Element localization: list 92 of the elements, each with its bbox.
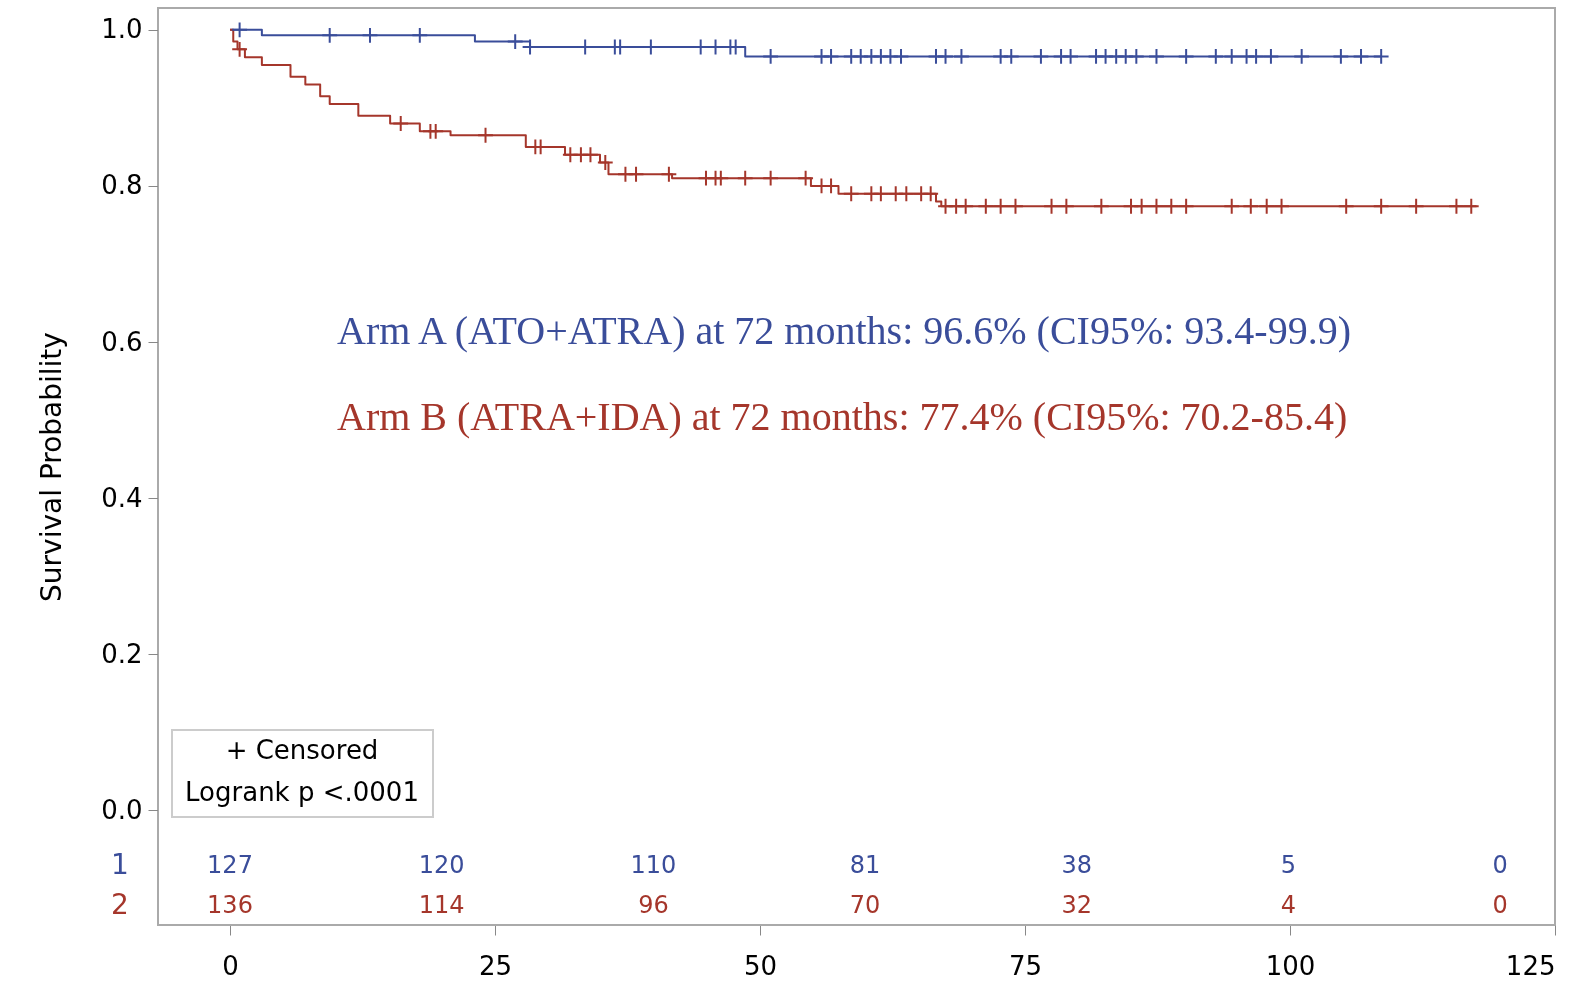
point [1372, 47, 1390, 65]
annotation: 120 [418, 851, 465, 879]
point [1332, 47, 1350, 65]
point [1133, 197, 1151, 215]
point [1177, 197, 1195, 215]
point [1148, 197, 1165, 215]
point [937, 47, 954, 65]
point [1177, 47, 1195, 65]
annotation: Arm B (ATRA+IDA) at 72 months: 77.4% (CI95%: 70.2-85.4) [337, 394, 1348, 439]
y-tick-label: 0.2 [101, 638, 143, 669]
point [1273, 197, 1290, 215]
annotation: 70 [849, 891, 881, 919]
point [596, 154, 614, 171]
x-tick-label: 0 [222, 950, 239, 981]
point [957, 197, 975, 215]
point [977, 197, 995, 215]
point [582, 146, 599, 164]
annotation: 5 [1280, 851, 1297, 879]
point [506, 33, 524, 50]
annotation: Logrank p <.0001 [185, 777, 419, 807]
annotation: 0 [1492, 891, 1508, 919]
point [762, 169, 780, 187]
point [1148, 47, 1165, 65]
point [1262, 47, 1280, 65]
y-tick-label: 0.4 [101, 482, 143, 513]
point [411, 26, 429, 44]
point [427, 122, 445, 140]
point [361, 26, 379, 44]
point [1337, 197, 1355, 215]
annotation: 4 [1280, 891, 1297, 919]
point [1162, 197, 1180, 215]
annotation: 96 [638, 891, 669, 919]
point [822, 47, 840, 65]
point [797, 169, 815, 187]
point [1223, 197, 1241, 215]
point [892, 47, 910, 65]
annotation: + Censored [225, 735, 379, 765]
point [660, 165, 678, 183]
point [1007, 197, 1024, 215]
x-tick-label: 125 [1505, 950, 1556, 981]
point [231, 40, 249, 58]
x-tick-label: 25 [479, 950, 513, 981]
annotation: 81 [849, 851, 881, 879]
point [1057, 197, 1075, 215]
point [1127, 47, 1145, 65]
point [1002, 47, 1020, 65]
annotation: 127 [207, 851, 253, 879]
point [712, 169, 730, 187]
point [1032, 47, 1050, 65]
point [1207, 47, 1225, 65]
point [872, 185, 890, 203]
point [992, 197, 1010, 215]
y-tick-label: 0.0 [101, 794, 143, 825]
point [1043, 197, 1060, 215]
annotation: Arm A (ATO+ATRA) at 72 months: 96.6% (CI95%: 93.4-99.9) [337, 308, 1351, 353]
point [1352, 47, 1370, 65]
point [477, 126, 494, 144]
x-tick-label: 50 [744, 950, 778, 981]
point [953, 47, 970, 65]
y-tick-label: 0.6 [101, 326, 143, 357]
y-tick-label: 0.8 [101, 170, 143, 201]
y-axis-title: Survival Probability [35, 332, 69, 602]
annotation: 38 [1061, 851, 1093, 879]
y-tick-label: 1.0 [101, 14, 143, 45]
x-tick-label: 75 [1008, 950, 1043, 981]
point [1293, 47, 1311, 65]
point [762, 47, 780, 65]
point [736, 169, 754, 187]
point [897, 185, 915, 203]
point [1462, 197, 1480, 215]
point [1062, 47, 1080, 65]
point [1242, 197, 1260, 215]
annotation: 0 [1492, 851, 1508, 879]
annotation: 114 [418, 891, 465, 919]
point [392, 115, 410, 132]
point [1258, 197, 1276, 215]
point [321, 26, 339, 44]
point [1407, 197, 1425, 215]
point [1092, 197, 1110, 215]
annotation: 110 [630, 851, 677, 879]
x-tick-label: 100 [1265, 950, 1316, 981]
text: 1 [111, 848, 129, 881]
point [922, 185, 940, 203]
point [1448, 197, 1465, 215]
point [1247, 47, 1265, 65]
point [627, 165, 645, 183]
annotation: 136 [207, 891, 253, 919]
point [1372, 197, 1390, 215]
point [842, 185, 860, 203]
point [1223, 47, 1241, 65]
text: 2 [111, 888, 129, 921]
annotation: 32 [1061, 891, 1093, 919]
